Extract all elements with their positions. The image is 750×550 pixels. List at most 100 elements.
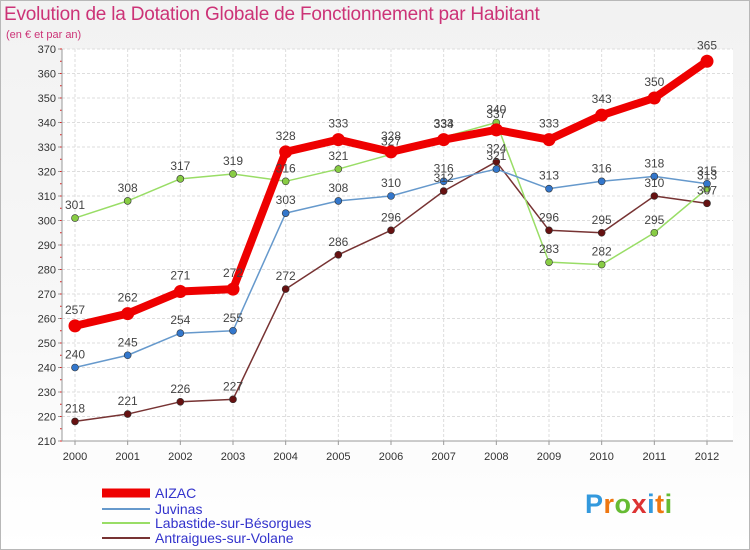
x-tick-label: 2005: [326, 451, 350, 463]
x-tick-label: 2012: [695, 451, 719, 463]
data-label: 328: [276, 129, 296, 143]
data-point: [226, 282, 240, 296]
data-point: [439, 187, 448, 195]
data-point: [176, 397, 185, 406]
logo-letter: t: [655, 489, 665, 519]
y-tick-label: 340: [38, 118, 56, 130]
y-tick-label: 330: [38, 142, 56, 154]
chart-title: Evolution de la Dotation Globale de Fonc…: [4, 4, 540, 25]
data-label: 240: [65, 348, 85, 362]
data-label: 340: [486, 103, 506, 117]
x-tick-label: 2003: [221, 451, 245, 463]
grid: [62, 48, 733, 442]
logo-letter: r: [603, 489, 615, 519]
data-point: [542, 133, 556, 147]
data-label: 313: [697, 169, 717, 183]
y-tick-label: 320: [38, 167, 56, 179]
data-point: [597, 177, 606, 186]
legend-label: Juvinas: [155, 501, 202, 517]
x-tick-label: 2001: [115, 451, 139, 463]
series-lines: [68, 54, 714, 426]
data-point: [437, 133, 451, 147]
data-point: [68, 319, 82, 333]
y-tick-label: 230: [38, 387, 56, 399]
data-label: 283: [539, 242, 559, 256]
data-label: 333: [328, 117, 348, 131]
y-tick-label: 280: [38, 265, 56, 277]
y-tick-label: 370: [38, 44, 56, 56]
data-point: [334, 197, 343, 205]
data-point: [703, 199, 711, 208]
data-label: 308: [328, 181, 348, 195]
data-point: [176, 175, 185, 183]
x-tick-label: 2011: [643, 451, 667, 463]
data-point: [173, 285, 187, 299]
logo-letter: i: [664, 489, 673, 519]
data-label: 310: [381, 176, 401, 190]
data-point: [334, 251, 343, 259]
data-point: [597, 260, 606, 269]
data-point: [387, 226, 395, 235]
data-point: [492, 157, 501, 166]
data-point: [703, 179, 711, 188]
data-point: [123, 351, 132, 360]
data-point: [281, 177, 290, 186]
data-point: [71, 214, 79, 222]
data-point: [647, 91, 661, 105]
data-point: [229, 170, 237, 178]
data-label: 271: [170, 269, 190, 283]
data-label: 307: [697, 183, 717, 197]
y-tick-label: 310: [38, 191, 56, 203]
data-point: [123, 410, 132, 418]
data-label: 262: [118, 291, 138, 305]
data-label: 286: [328, 235, 348, 249]
data-label: 328: [381, 129, 401, 143]
data-label: 245: [118, 335, 138, 349]
data-label: 321: [486, 149, 506, 163]
data-point: [597, 228, 606, 237]
data-label: 257: [65, 303, 85, 317]
data-point: [595, 108, 609, 122]
legend-label: Antraigues-sur-Volane: [155, 530, 294, 546]
logo-letter: x: [631, 489, 648, 519]
series-antraigues-sur-volane: [71, 157, 711, 426]
data-point: [650, 192, 659, 200]
data-label: 333: [539, 117, 559, 131]
data-label: 317: [170, 159, 190, 173]
data-label: 316: [592, 161, 612, 175]
data-point: [123, 197, 132, 205]
data-label: 308: [118, 181, 138, 195]
data-label: 272: [276, 269, 296, 283]
series-aizac: [68, 54, 714, 333]
y-tick-label: 210: [38, 436, 56, 448]
data-label: 221: [118, 394, 138, 408]
logo-letter: o: [614, 489, 632, 519]
data-label: 301: [65, 198, 85, 212]
x-tick-label: 2002: [168, 451, 192, 463]
data-point: [71, 363, 79, 372]
data-label: 255: [223, 311, 243, 325]
y-tick-label: 250: [38, 338, 56, 350]
data-point: [279, 145, 293, 159]
data-label: 272: [223, 266, 243, 280]
data-point: [281, 285, 290, 293]
data-point: [176, 329, 185, 338]
data-point: [650, 228, 659, 237]
data-label: 296: [381, 210, 401, 224]
y-tick-label: 290: [38, 240, 56, 252]
y-tick-label: 270: [38, 289, 56, 301]
x-tick-label: 2009: [537, 451, 561, 463]
axes: 210 220 230 240 250 260 270 280 290 300 310 320 330 3…: [38, 44, 733, 463]
data-point: [229, 326, 237, 335]
data-label: 310: [644, 176, 664, 190]
data-label: 313: [539, 169, 559, 183]
data-point: [545, 258, 553, 266]
data-label: 321: [328, 149, 348, 163]
y-tick-label: 350: [38, 93, 56, 105]
logo-letter: i: [647, 489, 656, 519]
data-point: [229, 395, 237, 404]
data-point: [650, 172, 659, 181]
data-point: [384, 145, 398, 159]
data-label: 312: [434, 171, 454, 185]
